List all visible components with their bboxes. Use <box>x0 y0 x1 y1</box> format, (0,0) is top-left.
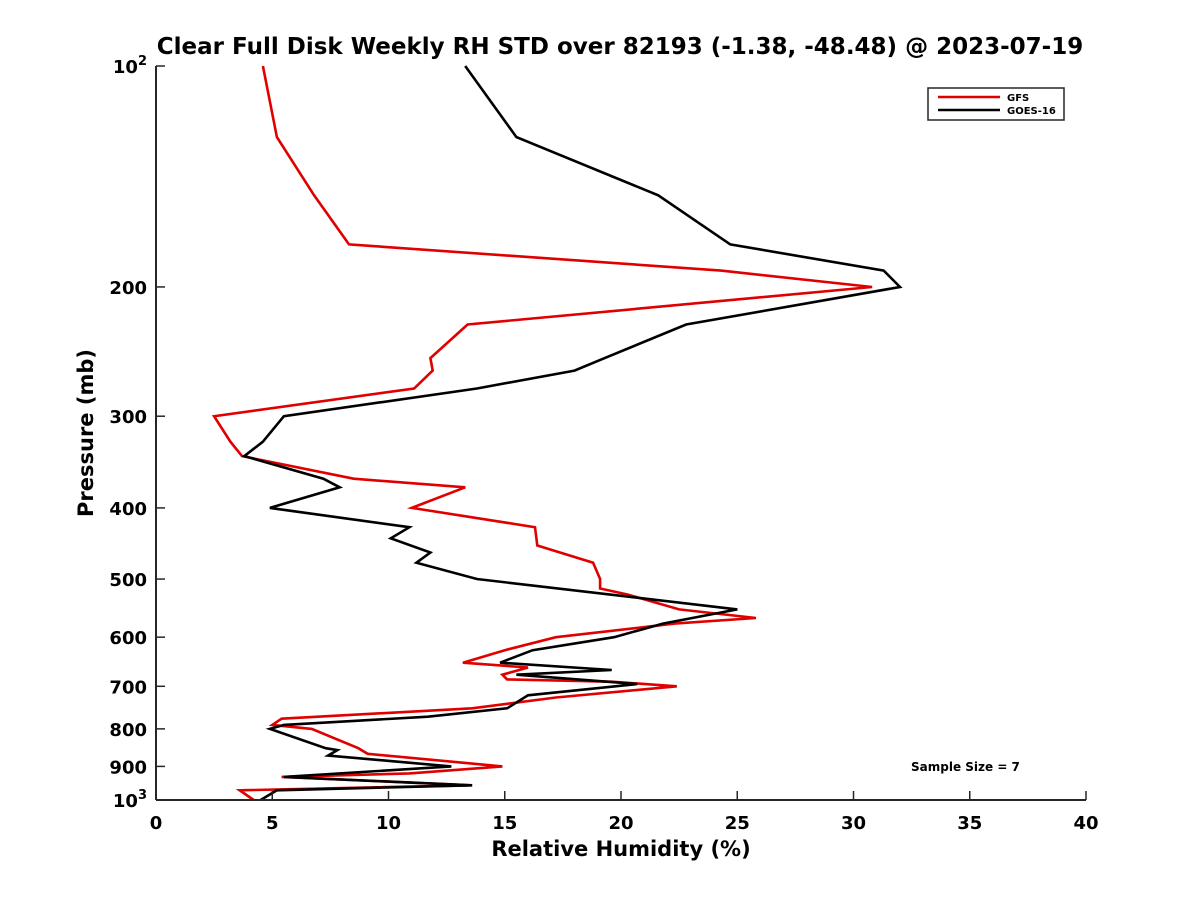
y-tick-label: 300 <box>109 407 147 428</box>
x-tick-label: 25 <box>725 813 750 834</box>
y-tick-label: 500 <box>109 570 147 591</box>
sample-size-annotation: Sample Size = 7 <box>911 760 1020 774</box>
series-line-gfs <box>211 65 873 802</box>
y-tick-label: 400 <box>109 499 147 520</box>
x-tick-label: 5 <box>266 813 279 834</box>
x-tick-label: 0 <box>150 813 163 834</box>
chart-title: Clear Full Disk Weekly RH STD over 82193… <box>157 34 1083 60</box>
legend-label-goes16: GOES-16 <box>1007 106 1056 117</box>
y-tick-label: 103 <box>113 788 147 812</box>
x-tick-label: 10 <box>376 813 401 834</box>
x-tick-label: 20 <box>608 813 633 834</box>
series-layer <box>211 65 903 802</box>
x-axis-ticks: 0 5 10 15 20 25 30 35 40 <box>150 791 1099 834</box>
y-tick-label: 900 <box>109 757 147 778</box>
x-axis-label: Relative Humidity (%) <box>491 837 750 861</box>
y-axis-label: Pressure (mb) <box>74 349 98 517</box>
x-tick-label: 30 <box>841 813 866 834</box>
legend-label-gfs: GFS <box>1007 93 1029 104</box>
series-line-goes16 <box>241 65 903 802</box>
x-tick-label: 40 <box>1073 813 1098 834</box>
plot-frame <box>156 66 1086 800</box>
legend: GFS GOES-16 <box>927 87 1065 121</box>
y-tick-label: 200 <box>109 278 147 299</box>
y-tick-label: 600 <box>109 628 147 649</box>
legend-box <box>927 87 1065 121</box>
x-tick-label: 35 <box>957 813 982 834</box>
x-tick-label: 15 <box>492 813 517 834</box>
y-axis-ticks: 102 200 300 400 500 600 700 800 900 103 <box>109 54 165 812</box>
y-tick-label: 800 <box>109 720 147 741</box>
y-tick-label: 102 <box>113 54 147 78</box>
y-tick-label: 700 <box>109 677 147 698</box>
